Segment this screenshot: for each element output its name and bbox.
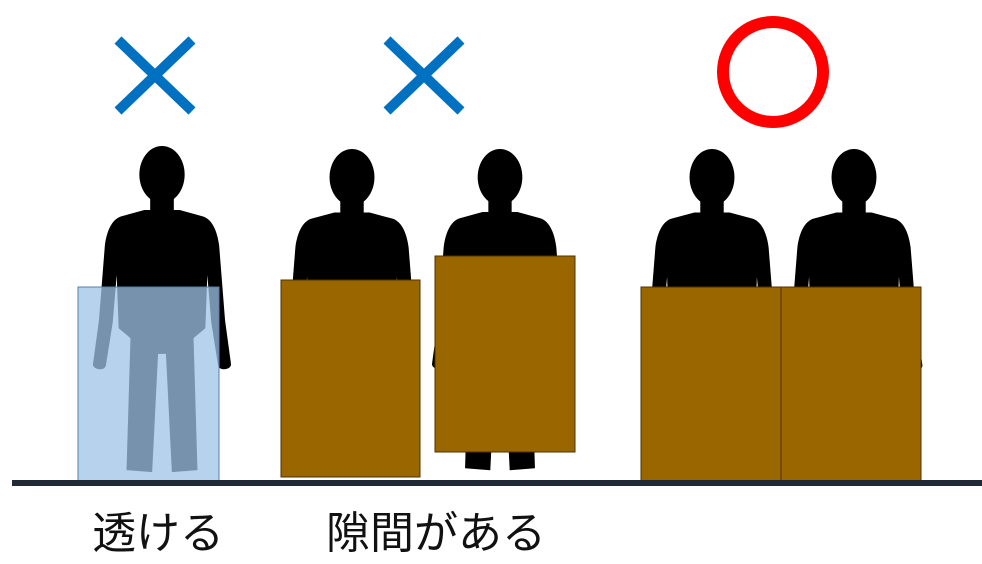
floor-line (12, 480, 982, 486)
podium-2a (280, 279, 421, 478)
transparent-panel (77, 286, 220, 484)
podium-3b (780, 286, 922, 484)
caption-gap: 隙間がある (326, 508, 546, 559)
podium-3a (640, 286, 782, 484)
caption-transparent: 透ける (92, 508, 224, 559)
podium-2b (434, 255, 576, 453)
correct-circle-mark (717, 16, 829, 128)
wrong-x-mark-2 (383, 36, 465, 115)
wrong-x-mark-1 (114, 36, 196, 115)
